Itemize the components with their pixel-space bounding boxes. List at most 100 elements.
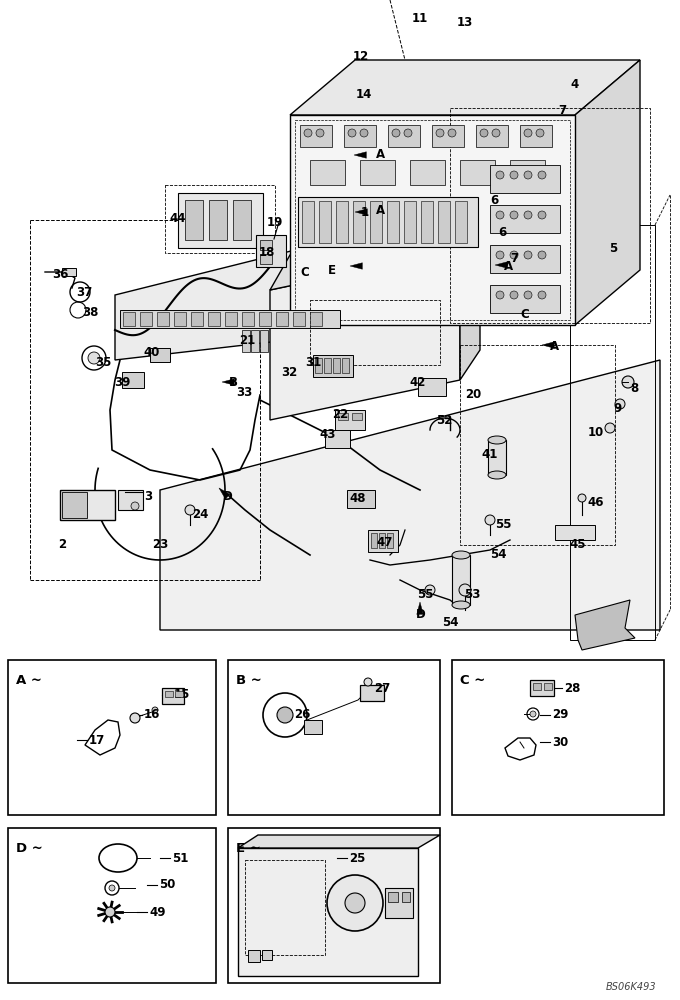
Text: 50: 50 [159,879,175,892]
Bar [60,490,115,520]
Circle shape [316,129,324,137]
Circle shape [524,251,532,259]
Bar [490,205,560,233]
Circle shape [392,129,400,137]
Circle shape [404,129,412,137]
Bar [298,197,478,247]
Text: 55: 55 [495,518,511,530]
Text: 19: 19 [267,216,283,229]
Bar [228,660,440,815]
Circle shape [345,893,365,913]
Bar [310,300,440,365]
Circle shape [510,211,518,219]
Bar [490,165,560,193]
Polygon shape [575,60,640,325]
Text: 20: 20 [465,388,481,401]
Bar [360,160,395,185]
Circle shape [496,211,504,219]
Bar [62,492,87,518]
Polygon shape [270,220,480,290]
Polygon shape [115,230,375,360]
Bar [385,888,413,918]
Text: 42: 42 [410,376,426,389]
Text: 49: 49 [149,906,165,918]
Text: 23: 23 [152,538,168,552]
Text: B ~: B ~ [236,674,262,687]
Circle shape [131,502,139,510]
Bar [295,120,570,320]
Bar [259,312,271,326]
Polygon shape [238,835,440,848]
Bar [421,201,433,243]
Bar [256,235,286,267]
Text: 27: 27 [374,682,390,694]
Bar [360,685,384,701]
Circle shape [152,707,158,713]
Circle shape [496,171,504,179]
Polygon shape [575,600,635,650]
Bar [387,533,393,548]
Bar [208,312,220,326]
Circle shape [459,584,471,596]
Bar [122,372,144,388]
Text: A ~: A ~ [16,674,42,687]
Circle shape [277,707,293,723]
Bar [520,125,552,147]
Bar [245,860,325,955]
Text: 43: 43 [320,428,336,442]
Circle shape [425,585,435,595]
Polygon shape [460,220,480,380]
Text: A: A [550,340,560,354]
Text: 17: 17 [89,734,105,746]
Bar [490,285,560,313]
Text: 33: 33 [236,386,252,399]
Bar [460,160,495,185]
Circle shape [88,352,100,364]
Text: 39: 39 [114,375,130,388]
Text: 31: 31 [305,357,321,369]
Bar [452,660,664,815]
Circle shape [448,129,456,137]
Text: D: D [416,608,426,621]
Bar [336,201,348,243]
Bar [8,660,216,815]
Bar [185,200,203,240]
Bar [388,892,398,902]
Bar [544,683,552,690]
Bar [157,312,169,326]
Text: 28: 28 [564,682,580,694]
Bar [352,413,362,420]
Text: 4: 4 [571,79,579,92]
Text: 54: 54 [442,615,458,629]
Polygon shape [270,250,460,420]
Circle shape [496,291,504,299]
Text: 41: 41 [482,448,498,462]
Polygon shape [238,848,418,976]
Bar [530,680,554,696]
Circle shape [105,907,115,917]
Text: BS06K493: BS06K493 [605,982,656,992]
Bar [455,201,467,243]
Circle shape [492,129,500,137]
Bar [315,358,322,373]
Text: 36: 36 [52,268,68,282]
Text: 32: 32 [281,365,297,378]
Text: 18: 18 [259,245,275,258]
Bar [260,254,272,264]
Text: 55: 55 [417,587,433,600]
Text: C: C [521,308,529,322]
Bar [300,125,332,147]
Bar [387,201,399,243]
Text: B: B [228,376,237,389]
Text: 46: 46 [588,495,605,508]
Circle shape [436,129,444,137]
Text: 12: 12 [353,50,369,64]
Polygon shape [350,263,362,269]
Polygon shape [417,602,423,614]
Bar [510,160,545,185]
Bar [347,490,375,508]
Text: 48: 48 [350,491,367,504]
Circle shape [327,875,383,931]
Circle shape [510,291,518,299]
Bar [8,828,216,983]
